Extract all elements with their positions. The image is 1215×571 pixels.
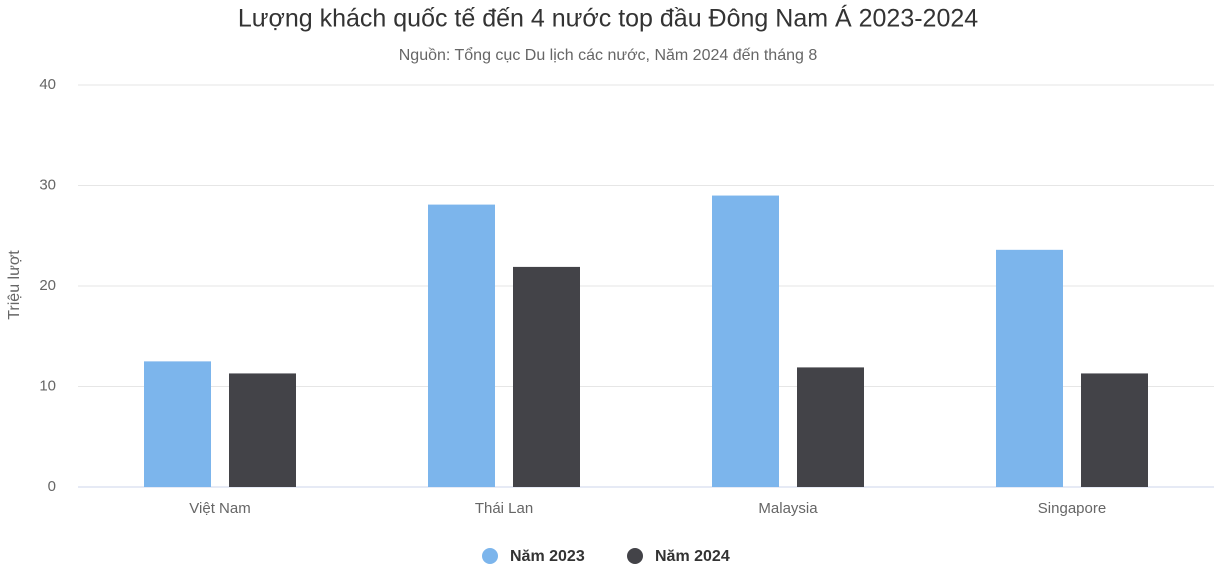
bar [996,249,1063,487]
bar [712,195,779,488]
bar [144,361,211,487]
x-tick-label: Singapore [1038,500,1106,517]
legend-label: Năm 2023 [510,548,585,565]
legend-marker [627,548,643,564]
y-axis-title: Triệu lượt [6,250,23,320]
bar [797,367,864,487]
bar [513,266,580,487]
chart-subtitle: Nguồn: Tổng cục Du lịch các nước, Năm 20… [399,46,818,64]
chart-title: Lượng khách quốc tế đến 4 nước top đầu Đ… [238,4,978,33]
bar [428,204,495,487]
y-tick-label: 30 [39,176,56,193]
legend-marker [482,548,498,564]
x-tick-label: Thái Lan [475,500,533,517]
y-tick-label: 10 [39,377,56,394]
y-tick-label: 0 [48,478,56,495]
y-tick-label: 20 [39,277,56,294]
legend-label: Năm 2024 [655,548,730,565]
bar [229,373,296,487]
bar [1081,373,1148,487]
x-tick-label: Malaysia [758,500,818,517]
x-tick-label: Việt Nam [189,500,250,517]
y-tick-label: 40 [39,76,56,93]
